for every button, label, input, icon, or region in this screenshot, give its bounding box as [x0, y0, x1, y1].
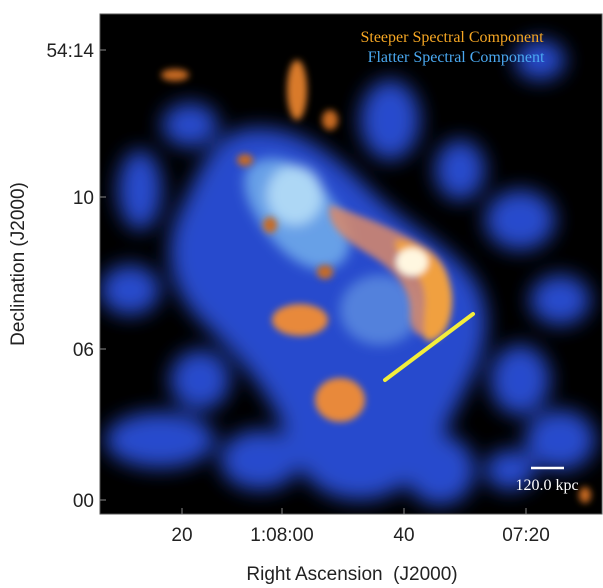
x-tick-label: 07:20 — [502, 525, 550, 546]
legend-flatter-label: Flatter Spectral Component — [368, 49, 545, 66]
x-tick-label: 40 — [393, 525, 414, 546]
y-tick-label: 54:14 — [46, 41, 94, 62]
steeper-emission — [161, 60, 591, 503]
plot-frame — [99, 13, 603, 515]
overlay-line — [383, 312, 475, 382]
y-tick-label: 06 — [73, 340, 94, 361]
flatter-emission — [100, 40, 595, 505]
x-axis-title: Right Ascension (J2000) — [246, 564, 457, 585]
scale-bar-label: 120.0 kpc — [515, 477, 578, 494]
x-tick-marks — [181, 508, 527, 514]
legend-steeper-label: Steeper Spectral Component — [360, 29, 544, 46]
emission-map — [100, 40, 595, 505]
x-tick-label: 1:08:00 — [250, 525, 313, 546]
flatter-core — [244, 158, 420, 345]
x-tick-label: 20 — [171, 525, 192, 546]
y-axis-title: Declination (J2000) — [8, 182, 29, 346]
y-tick-label: 00 — [73, 491, 94, 512]
y-tick-label: 10 — [73, 188, 94, 209]
y-tick-marks — [100, 49, 106, 501]
